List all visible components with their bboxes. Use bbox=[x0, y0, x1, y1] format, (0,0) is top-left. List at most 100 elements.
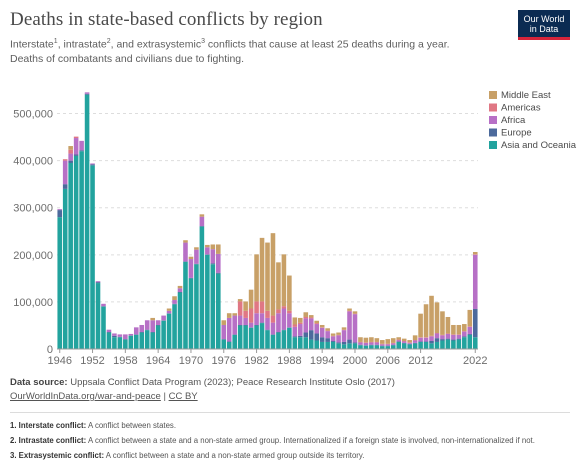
bar-segment bbox=[128, 335, 134, 349]
bar-segment bbox=[401, 338, 407, 341]
bar-segment bbox=[385, 339, 391, 344]
bar-segment bbox=[308, 339, 314, 349]
bar-segment bbox=[358, 337, 363, 342]
bar-segment bbox=[380, 346, 385, 349]
bar-segment bbox=[363, 342, 369, 346]
bar-segment bbox=[232, 315, 237, 335]
legend-label: Americas bbox=[501, 103, 541, 114]
x-tick-label: 2006 bbox=[376, 355, 400, 367]
bar-segment bbox=[177, 288, 183, 293]
bar-segment bbox=[68, 153, 73, 161]
license-link[interactable]: CC BY bbox=[168, 391, 198, 402]
bar-segment bbox=[237, 301, 243, 316]
footnote-divider bbox=[10, 412, 570, 413]
bar-segment bbox=[270, 233, 276, 316]
bar-segment bbox=[95, 281, 101, 283]
bar-segment bbox=[341, 330, 347, 342]
chart-title: Deaths in state-based conflicts by regio… bbox=[10, 9, 323, 30]
bar-segment bbox=[336, 343, 341, 349]
bar-segment bbox=[139, 332, 145, 349]
bar-segment bbox=[188, 256, 194, 260]
bar-segment bbox=[369, 345, 374, 349]
bar-segment bbox=[248, 289, 254, 309]
y-tick-label: 0 bbox=[47, 344, 53, 356]
bar-segment bbox=[352, 311, 358, 314]
bar-segment bbox=[221, 320, 227, 325]
bar-segment bbox=[123, 339, 128, 349]
bar-segment bbox=[84, 92, 90, 94]
bar-segment bbox=[248, 327, 254, 349]
bar-segment bbox=[298, 335, 303, 338]
bar-segment bbox=[341, 327, 347, 330]
bar-segment bbox=[352, 314, 358, 343]
y-tick-label: 200,000 bbox=[13, 250, 53, 262]
bar-segment bbox=[434, 333, 440, 339]
bar-segment bbox=[330, 336, 336, 341]
bar-segment bbox=[352, 343, 358, 349]
bar-segment bbox=[363, 345, 369, 349]
bar-segment bbox=[90, 165, 95, 349]
bar-segment bbox=[434, 341, 440, 349]
bar-segment bbox=[472, 308, 478, 338]
bar-segment bbox=[117, 334, 123, 337]
bar-segment bbox=[281, 254, 287, 307]
bar-segment bbox=[133, 334, 139, 349]
bar-segment bbox=[423, 341, 429, 349]
bar-segment bbox=[385, 344, 391, 346]
bar-segment bbox=[440, 311, 445, 335]
bar-segment bbox=[314, 323, 319, 325]
bar-segment bbox=[237, 315, 243, 325]
bar-segment bbox=[319, 341, 325, 349]
bar-segment bbox=[243, 317, 248, 325]
bar-segment bbox=[347, 308, 352, 311]
bar-segment bbox=[308, 318, 314, 331]
bar-segment bbox=[172, 304, 177, 349]
bar-segment bbox=[177, 292, 183, 349]
bar-segment bbox=[62, 184, 68, 189]
bar-segment bbox=[440, 335, 445, 340]
bar-segment bbox=[183, 240, 188, 243]
bar-segment bbox=[216, 253, 221, 273]
bar-segment bbox=[194, 247, 199, 250]
footnote-intrastate: 2. Intrastate conflict: A conflict betwe… bbox=[10, 436, 535, 445]
bar-segment bbox=[166, 313, 172, 349]
bar-segment bbox=[358, 342, 363, 345]
bar-segment bbox=[445, 333, 451, 339]
bar-segment bbox=[390, 338, 396, 343]
bar-segment bbox=[292, 336, 298, 338]
bar-segment bbox=[363, 337, 369, 343]
bar-segment bbox=[462, 337, 467, 349]
bar-segment bbox=[216, 272, 221, 274]
bar-segment bbox=[243, 301, 248, 311]
bar-segment bbox=[412, 343, 418, 349]
bar-segment bbox=[259, 323, 265, 349]
legend-label: Europe bbox=[501, 128, 532, 139]
bar-segment bbox=[423, 304, 429, 338]
data-source: Data source: Uppsala Conflict Data Progr… bbox=[10, 377, 395, 388]
legend-swatch bbox=[489, 116, 497, 124]
bar-segment bbox=[144, 320, 150, 330]
bar-segment bbox=[101, 306, 106, 349]
bar-segment bbox=[62, 160, 68, 185]
x-tick-label: 1982 bbox=[244, 355, 268, 367]
bar-segment bbox=[183, 242, 188, 262]
bar-segment bbox=[232, 313, 237, 316]
bar-segment bbox=[369, 342, 374, 345]
bar-segment bbox=[237, 299, 243, 302]
bar-segment bbox=[243, 325, 248, 349]
owid-logo[interactable]: Our World in Data bbox=[518, 10, 570, 40]
bar-segment bbox=[205, 254, 210, 349]
bar-segment bbox=[412, 335, 418, 341]
bar-segment bbox=[287, 310, 292, 314]
bar-segment bbox=[254, 313, 259, 325]
bar-segment bbox=[407, 344, 412, 349]
source-link[interactable]: OurWorldInData.org/war-and-peace bbox=[10, 391, 161, 402]
bar-segment bbox=[73, 136, 79, 139]
bar-segment bbox=[172, 300, 177, 304]
bar-segment bbox=[226, 313, 232, 318]
bar-segment bbox=[336, 332, 341, 335]
bar-segment bbox=[347, 339, 352, 344]
bar-segment bbox=[434, 338, 440, 342]
bar-segment bbox=[248, 322, 254, 328]
bar-segment bbox=[259, 313, 265, 323]
